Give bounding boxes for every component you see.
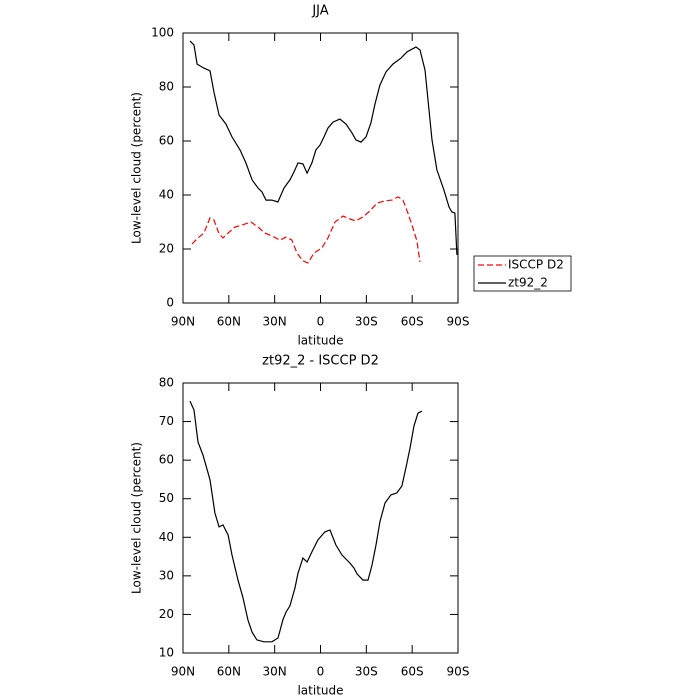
x-tick-label: 30N <box>263 665 287 679</box>
line-series <box>189 40 458 255</box>
x-tick-label: 60S <box>401 315 424 329</box>
legend-label: ISCCP D2 <box>508 258 564 272</box>
x-tick-label: 90S <box>447 665 470 679</box>
y-tick-label: 0 <box>166 296 174 310</box>
x-tick-label: 90N <box>171 665 195 679</box>
y-tick-label: 80 <box>159 80 174 94</box>
y-tick-label: 40 <box>159 530 174 544</box>
x-axis-label: latitude <box>297 334 343 348</box>
y-tick-label: 20 <box>159 607 174 621</box>
x-tick-label: 90N <box>171 315 195 329</box>
y-tick-label: 20 <box>159 242 174 256</box>
y-tick-label: 50 <box>159 491 174 505</box>
plot-frame <box>182 32 459 304</box>
chart-title: zt92_2 - ISCCP D2 <box>262 354 379 369</box>
y-axis-label: Low-level cloud (percent) <box>130 442 144 594</box>
x-tick-label: 90S <box>447 315 470 329</box>
x-tick-label: 60N <box>217 665 241 679</box>
chart-title: JJA <box>311 4 328 19</box>
line-series <box>189 400 423 643</box>
y-tick-label: 10 <box>159 646 174 660</box>
x-tick-label: 30S <box>355 315 378 329</box>
x-axis-label: latitude <box>297 684 343 698</box>
y-axis-label: Low-level cloud (percent) <box>130 92 144 244</box>
y-tick-label: 60 <box>159 134 174 148</box>
x-tick-label: 30N <box>263 315 287 329</box>
x-tick-label: 30S <box>355 665 378 679</box>
x-tick-label: 0 <box>317 665 325 679</box>
legend-label: zt92_2 <box>508 276 548 290</box>
line-series <box>191 196 421 264</box>
plot-frame <box>182 382 459 654</box>
legend-box <box>473 255 572 292</box>
y-tick-label: 100 <box>151 26 174 40</box>
y-tick-label: 60 <box>159 453 174 467</box>
x-tick-label: 60N <box>217 315 241 329</box>
y-tick-label: 30 <box>159 568 174 582</box>
x-tick-label: 60S <box>401 665 424 679</box>
y-tick-label: 40 <box>159 188 174 202</box>
x-tick-label: 0 <box>317 315 325 329</box>
y-tick-label: 80 <box>159 376 174 390</box>
y-tick-label: 70 <box>159 414 174 428</box>
